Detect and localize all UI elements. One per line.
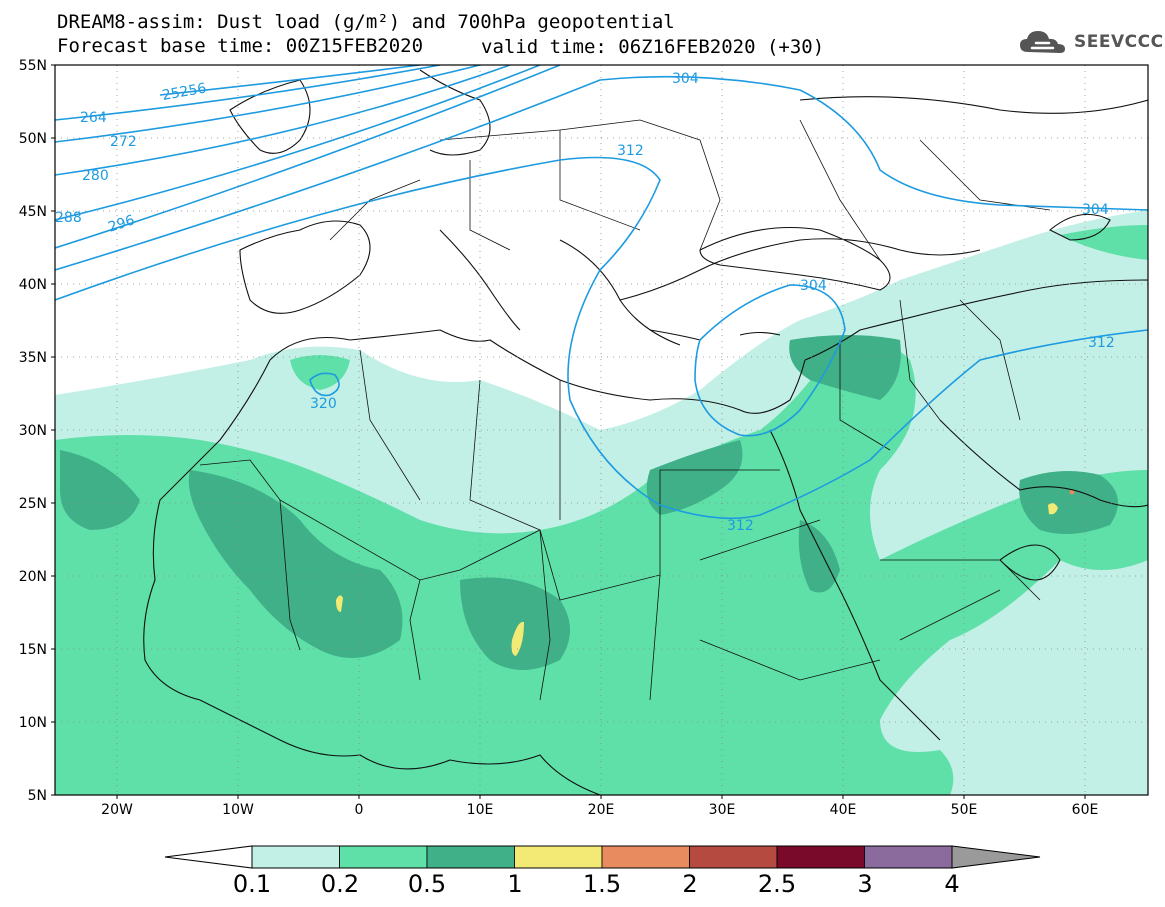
lon-tick-label: 40E — [830, 802, 857, 818]
colorbar-label: 3 — [857, 870, 873, 898]
country-borders — [199, 119, 1051, 701]
colorbar-bin — [339, 845, 428, 869]
dust-mid-layer — [55, 225, 1148, 795]
colorbar-label: 2 — [682, 870, 698, 898]
colorbar-label: 0.5 — [407, 870, 447, 898]
contour-label: 312 — [1088, 335, 1115, 351]
colorbar-bin — [251, 845, 340, 869]
contour-label: 304 — [800, 278, 827, 294]
colorbar-label: 4 — [944, 870, 960, 898]
seevccc-logo: SEEVCCC — [1018, 28, 1164, 56]
colorbar-high-arrow — [951, 845, 1041, 869]
contour-label: 312 — [617, 143, 644, 159]
lon-tick-label: 20E — [588, 802, 615, 818]
colorbar-label: 0.1 — [232, 870, 272, 898]
lat-tick-label: 10N — [19, 715, 47, 731]
lat-tick-label: 55N — [19, 58, 47, 74]
colorbar — [164, 845, 1041, 869]
coastlines — [143, 69, 1148, 795]
lat-tick-label: 40N — [19, 277, 47, 293]
colorbar-bin — [776, 845, 865, 869]
colorbar-low-arrow — [164, 845, 253, 869]
colorbar-label: 2.5 — [757, 870, 797, 898]
valid-time: valid time: 06Z16FEB2020 (+30) — [481, 36, 825, 58]
contour-label: 264 — [80, 110, 107, 126]
lat-tick-label: 35N — [19, 350, 47, 366]
colorbar-segments — [251, 845, 953, 869]
lon-tick-label: 10E — [467, 802, 494, 818]
lon-tick-label: 0 — [355, 802, 364, 818]
contour-label: 304 — [1082, 202, 1109, 218]
colorbar-label: 1 — [507, 870, 523, 898]
contour-label: 296 — [106, 212, 136, 236]
contour-label: 304 — [672, 71, 699, 87]
logo-text: SEEVCCC — [1074, 32, 1164, 52]
colorbar-frame — [251, 845, 953, 869]
lon-tick-label: 10W — [222, 802, 254, 818]
lat-tick-label: 30N — [19, 423, 47, 439]
lat-tick-label: 25N — [19, 496, 47, 512]
contour-label: 272 — [110, 134, 137, 150]
lon-tick-label: 60E — [1072, 802, 1099, 818]
lat-tick-label: 45N — [19, 204, 47, 220]
colorbar-bin — [864, 845, 953, 869]
gridlines — [55, 65, 1148, 795]
contour-labels: 25256 264 272 280 288 296 304 312 304 32… — [55, 71, 1115, 534]
colorbar-label: 0.2 — [320, 870, 360, 898]
cloud-icon — [1020, 31, 1065, 53]
colorbar-label: 1.5 — [582, 870, 622, 898]
contour-label: 312 — [727, 518, 754, 534]
contour-label: 320 — [310, 396, 337, 412]
geopotential-contours — [55, 65, 1148, 520]
contour-label: 280 — [82, 168, 109, 184]
map-panel: 25256 264 272 280 288 296 304 312 304 32… — [55, 65, 1148, 795]
lon-tick-label: 20W — [101, 802, 133, 818]
lat-tick-label: 20N — [19, 569, 47, 585]
lat-tick-label: 50N — [19, 131, 47, 147]
latitude-labels: 55N 50N 45N 40N 35N 30N 25N 20N 15N 10N … — [19, 58, 47, 804]
lon-tick-label: 50E — [951, 802, 978, 818]
lon-tick-label: 30E — [709, 802, 736, 818]
dust-high-spots — [336, 489, 1075, 656]
contour-label: 25256 — [161, 80, 208, 104]
colorbar-bin — [689, 845, 778, 869]
contour-label: 288 — [55, 210, 82, 226]
colorbar-bin — [426, 845, 515, 869]
longitude-labels: 20W 10W 0 10E 20E 30E 40E 50E 60E — [101, 802, 1098, 818]
lat-tick-label: 5N — [28, 788, 47, 804]
map-title: DREAM8-assim: Dust load (g/m²) and 700hP… — [57, 11, 675, 33]
lat-tick-label: 15N — [19, 642, 47, 658]
colorbar-bin — [514, 845, 603, 869]
axis-ticks — [51, 64, 1086, 799]
forecast-base-time: Forecast base time: 00Z15FEB2020 — [57, 35, 424, 57]
colorbar-bin — [601, 845, 690, 869]
